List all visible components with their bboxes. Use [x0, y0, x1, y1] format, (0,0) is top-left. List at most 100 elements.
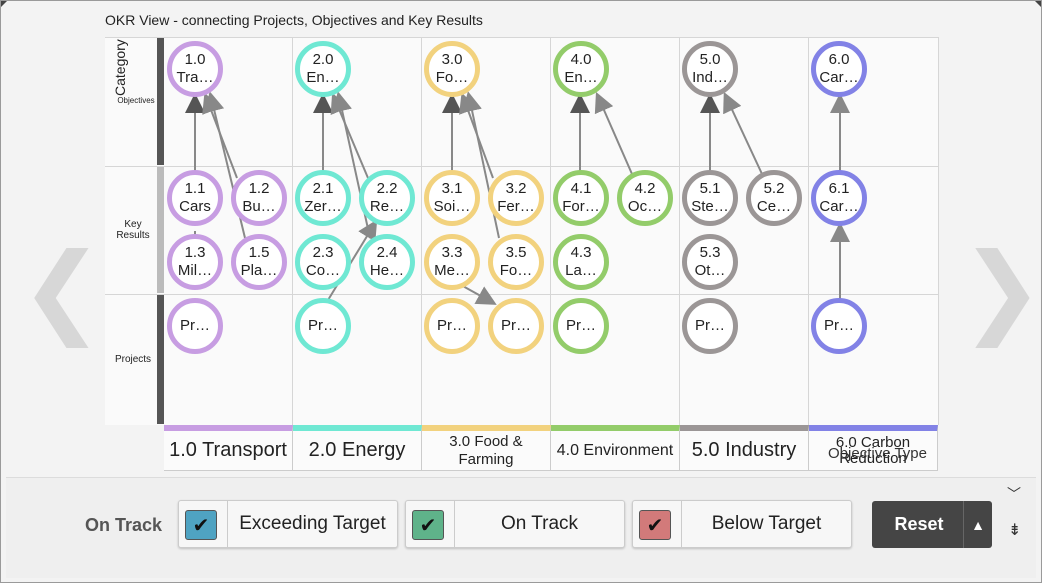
node-label: 3.0 Fo… — [435, 51, 469, 86]
grid-line — [421, 37, 422, 425]
key-result-node-2-1[interactable]: 2.1 Zer… — [295, 170, 351, 226]
grid-line — [105, 294, 938, 295]
node-label: 4.0 En… — [564, 51, 598, 86]
node-label: 5.0 Ind… — [692, 51, 728, 86]
node-label: 4.2 Oc… — [627, 180, 663, 215]
node-label: 3.1 Soi… — [433, 180, 471, 215]
project-node-6[interactable]: Pr… — [811, 298, 867, 354]
column-header-carbon-reduction[interactable]: 6.0 Carbon Reduction — [809, 425, 938, 471]
key-result-node-3-3[interactable]: 3.3 Me… — [424, 234, 480, 290]
key-result-node-2-4[interactable]: 2.4 He… — [359, 234, 415, 290]
column-header-transport[interactable]: 1.0 Transport — [164, 425, 293, 471]
on-track-toggle[interactable]: ✔ On Track — [405, 500, 625, 548]
node-label: 2.4 He… — [369, 244, 405, 279]
objective-node-3-0[interactable]: 3.0 Fo… — [424, 41, 480, 97]
exceeding-target-toggle[interactable]: ✔ Exceeding Target — [178, 500, 398, 548]
column-header-food-farming[interactable]: 3.0 Food & Farming — [422, 425, 551, 471]
toggle-label: Below Target — [711, 513, 822, 534]
project-node-2[interactable]: Pr… — [295, 298, 351, 354]
key-result-node-3-1[interactable]: 3.1 Soi… — [424, 170, 480, 226]
objective-node-1-0[interactable]: 1.0 Tra… — [167, 41, 223, 97]
node-label: 2.2 Re… — [369, 180, 405, 215]
key-result-node-1-1[interactable]: 1.1 Cars — [167, 170, 223, 226]
toggle-label: On Track — [500, 513, 579, 534]
okr-grid — [105, 37, 939, 425]
node-label: 3.2 Fer… — [497, 180, 535, 215]
node-label: 5.3 Ot… — [694, 244, 726, 279]
toggle-label: Exceeding Target — [239, 513, 386, 534]
projects-label: Projects — [114, 354, 152, 365]
objective-node-2-0[interactable]: 2.0 En… — [295, 41, 351, 97]
divider — [454, 501, 455, 547]
node-label: 6.0 Car… — [819, 51, 859, 86]
project-node-3a[interactable]: Pr… — [424, 298, 480, 354]
status-filter-label: On Track — [85, 515, 163, 535]
key-result-node-5-1[interactable]: 5.1 Ste… — [682, 170, 738, 226]
node-label: 3.5 Fo… — [499, 244, 533, 279]
key-result-node-2-3[interactable]: 2.3 Co… — [295, 234, 351, 290]
check-icon: ✔ — [185, 510, 217, 540]
corner-marker — [1035, 1, 1041, 7]
project-node-1[interactable]: Pr… — [167, 298, 223, 354]
check-icon: ✔ — [639, 510, 671, 540]
node-label: Pr… — [824, 317, 854, 334]
node-label: 5.1 Ste… — [691, 180, 729, 215]
key-results-row-bar — [157, 167, 164, 293]
reset-dropdown-icon[interactable]: ▲ — [963, 501, 992, 548]
column-header-environment[interactable]: 4.0 Environment — [551, 425, 680, 471]
key-result-node-6-1[interactable]: 6.1 Car… — [811, 170, 867, 226]
below-target-toggle[interactable]: ✔ Below Target — [632, 500, 852, 548]
chevron-right-icon[interactable]: ❯ — [960, 231, 1042, 348]
node-label: Pr… — [180, 317, 210, 334]
chevron-left-icon[interactable]: ❮ — [20, 231, 104, 348]
reset-label: Reset — [894, 514, 944, 534]
reset-button[interactable]: Reset ▲ — [872, 501, 992, 548]
node-label: 4.1 For… — [562, 180, 600, 215]
key-result-node-2-2[interactable]: 2.2 Re… — [359, 170, 415, 226]
project-node-4[interactable]: Pr… — [553, 298, 609, 354]
key-result-node-3-2[interactable]: 3.2 Fer… — [488, 170, 544, 226]
divider — [681, 501, 682, 547]
node-label: Pr… — [437, 317, 467, 334]
node-label: 1.0 Tra… — [176, 51, 214, 86]
objective-type-axis-label: Objective Type — [828, 445, 927, 462]
objective-node-6-0[interactable]: 6.0 Car… — [811, 41, 867, 97]
node-label: 2.3 Co… — [305, 244, 341, 279]
key-result-node-4-3[interactable]: 4.3 La… — [553, 234, 609, 290]
key-result-node-3-5[interactable]: 3.5 Fo… — [488, 234, 544, 290]
grid-line — [550, 37, 551, 425]
project-node-5[interactable]: Pr… — [682, 298, 738, 354]
grid-line — [679, 37, 680, 425]
node-label: Pr… — [695, 317, 725, 334]
key-result-node-1-2[interactable]: 1.2 Bu… — [231, 170, 287, 226]
divider — [227, 501, 228, 547]
column-header-industry[interactable]: 5.0 Industry — [680, 425, 809, 471]
key-result-node-4-1[interactable]: 4.1 For… — [553, 170, 609, 226]
grid-line — [105, 37, 938, 38]
project-node-3b[interactable]: Pr… — [488, 298, 544, 354]
key-result-node-5-2[interactable]: 5.2 Ce… — [746, 170, 802, 226]
grid-line — [105, 166, 938, 167]
key-result-node-5-3[interactable]: 5.3 Ot… — [682, 234, 738, 290]
node-label: 1.5 Pla… — [240, 244, 278, 279]
grid-line — [292, 37, 293, 425]
collapse-icon[interactable]: ⇟ — [1008, 522, 1022, 539]
objectives-label: Objectives — [117, 96, 155, 105]
key-results-label: Key Results — [116, 219, 150, 241]
grid-line — [808, 37, 809, 425]
node-label: 1.2 Bu… — [242, 180, 276, 215]
chevron-down-icon[interactable]: ﹀ — [1007, 486, 1021, 502]
node-label: Pr… — [566, 317, 596, 334]
node-label: 3.3 Me… — [434, 244, 470, 279]
node-label: 6.1 Car… — [819, 180, 859, 215]
node-label: 2.1 Zer… — [304, 180, 342, 215]
key-result-node-1-5[interactable]: 1.5 Pla… — [231, 234, 287, 290]
node-label: 4.3 La… — [565, 244, 597, 279]
objective-node-4-0[interactable]: 4.0 En… — [553, 41, 609, 97]
key-result-node-1-3[interactable]: 1.3 Mil… — [167, 234, 223, 290]
objective-node-5-0[interactable]: 5.0 Ind… — [682, 41, 738, 97]
objectives-row-bar — [157, 38, 164, 165]
column-header-energy[interactable]: 2.0 Energy — [293, 425, 422, 471]
key-result-node-4-2[interactable]: 4.2 Oc… — [617, 170, 673, 226]
